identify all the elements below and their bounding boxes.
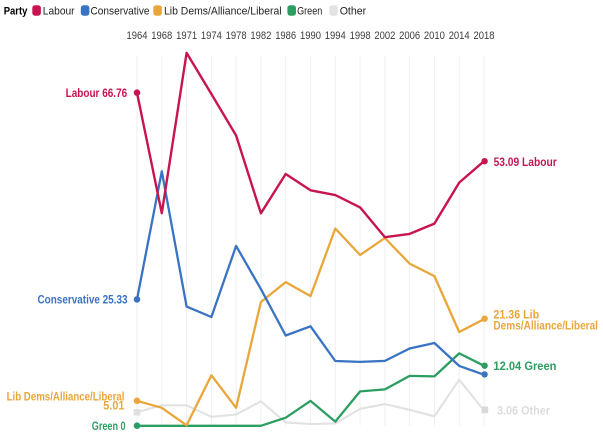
svg-text:2010: 2010 bbox=[424, 30, 445, 42]
svg-text:1994: 1994 bbox=[325, 30, 346, 42]
svg-text:Conservative 25.33: Conservative 25.33 bbox=[38, 295, 128, 307]
svg-text:Dems/Alliance/Liberal: Dems/Alliance/Liberal bbox=[493, 320, 598, 332]
svg-text:12.04 Green: 12.04 Green bbox=[493, 361, 556, 373]
svg-text:1974: 1974 bbox=[201, 30, 222, 42]
svg-text:2014: 2014 bbox=[449, 30, 470, 42]
svg-text:Labour: Labour bbox=[43, 5, 75, 17]
svg-text:Lib Dems/Alliance/Liberal: Lib Dems/Alliance/Liberal bbox=[7, 391, 125, 403]
svg-text:5.01: 5.01 bbox=[103, 400, 125, 412]
svg-text:1978: 1978 bbox=[226, 30, 247, 42]
svg-text:1986: 1986 bbox=[275, 30, 296, 42]
svg-text:1968: 1968 bbox=[151, 30, 172, 42]
svg-text:Party: Party bbox=[4, 5, 28, 17]
svg-text:Other: Other bbox=[340, 5, 367, 17]
svg-text:1964: 1964 bbox=[127, 30, 148, 42]
svg-text:2018: 2018 bbox=[474, 30, 495, 42]
svg-text:1998: 1998 bbox=[350, 30, 371, 42]
svg-text:2006: 2006 bbox=[399, 30, 420, 42]
svg-text:Green: Green bbox=[297, 5, 322, 17]
svg-text:Green 0: Green 0 bbox=[92, 421, 126, 433]
svg-text:3.06 Other: 3.06 Other bbox=[497, 406, 550, 418]
svg-text:1971: 1971 bbox=[176, 30, 197, 42]
svg-text:2002: 2002 bbox=[374, 30, 395, 42]
svg-text:Labour 66.76: Labour 66.76 bbox=[66, 88, 128, 100]
svg-text:53.09 Labour: 53.09 Labour bbox=[494, 157, 558, 169]
svg-text:21.36 Lib: 21.36 Lib bbox=[493, 309, 539, 321]
svg-text:Lib Dems/Alliance/Liberal: Lib Dems/Alliance/Liberal bbox=[164, 5, 282, 17]
svg-text:1990: 1990 bbox=[300, 30, 321, 42]
svg-text:1982: 1982 bbox=[250, 30, 271, 42]
svg-text:Conservative: Conservative bbox=[91, 5, 150, 17]
